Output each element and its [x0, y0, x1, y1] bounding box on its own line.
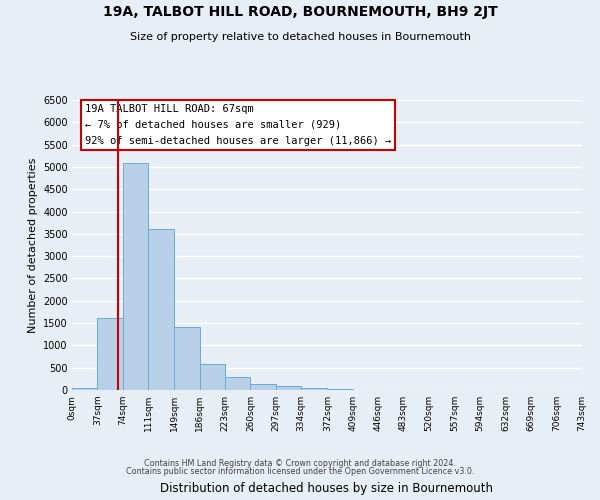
Bar: [174, 326, 200, 390]
Y-axis label: Number of detached properties: Number of detached properties: [28, 158, 38, 332]
Text: 19A, TALBOT HILL ROAD, BOURNEMOUTH, BH9 2JT: 19A, TALBOT HILL ROAD, BOURNEMOUTH, BH9 …: [103, 5, 497, 19]
Text: Size of property relative to detached houses in Bournemouth: Size of property relative to detached ho…: [130, 32, 470, 42]
Bar: [123, 164, 148, 390]
Text: Contains HM Land Registry data © Crown copyright and database right 2024.: Contains HM Land Registry data © Crown c…: [144, 458, 456, 468]
Bar: [148, 230, 174, 390]
Bar: [97, 318, 123, 390]
Text: Contains public sector information licensed under the Open Government Licence v3: Contains public sector information licen…: [126, 467, 474, 476]
Text: 19A TALBOT HILL ROAD: 67sqm
← 7% of detached houses are smaller (929)
92% of sem: 19A TALBOT HILL ROAD: 67sqm ← 7% of deta…: [85, 104, 391, 146]
Bar: [72, 388, 97, 390]
Bar: [200, 364, 225, 390]
Bar: [250, 384, 276, 390]
Bar: [328, 388, 353, 390]
Text: Distribution of detached houses by size in Bournemouth: Distribution of detached houses by size …: [161, 482, 493, 495]
Bar: [301, 388, 328, 390]
Bar: [276, 386, 301, 390]
Bar: [225, 376, 250, 390]
